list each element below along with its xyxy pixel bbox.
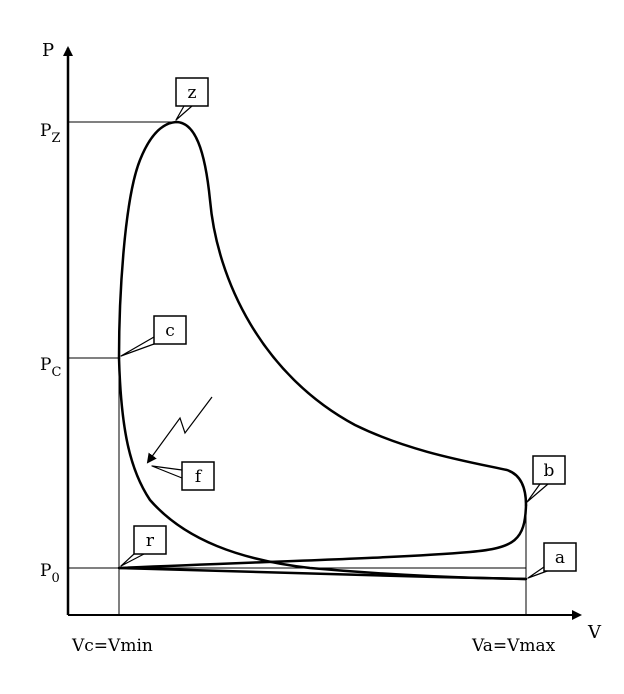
callout-a-label: a [555, 548, 565, 568]
callout-b: b [526, 455, 566, 503]
tick-label-va: Va=Vmax [471, 636, 556, 656]
combustion-curve [117, 120, 528, 507]
callout-z: z [175, 77, 209, 121]
callout-b-pointer [526, 483, 549, 503]
callout-f: f [151, 461, 215, 491]
callout-b-box [532, 455, 566, 485]
tick-label-pz: PZ [40, 121, 61, 146]
callout-c-box [153, 315, 187, 345]
volume-tick-labels: Vc=Vmin Va=Vmax [71, 636, 556, 656]
callout-c-pointer [120, 336, 155, 357]
cycle-curves [117, 120, 528, 581]
axes: P V [42, 40, 602, 643]
y-axis-label: P [42, 40, 54, 61]
callout-r-pointer [120, 553, 145, 567]
callout-r-box [133, 525, 167, 555]
callout-b-label: b [544, 461, 555, 481]
pressure-tick-labels: PZ PC P0 [40, 121, 61, 586]
callout-z-label: z [188, 83, 197, 103]
spark-zigzag [146, 396, 213, 464]
callout-a: a [527, 542, 577, 579]
callout-r: r [120, 525, 167, 567]
tick-label-vc: Vc=Vmin [71, 636, 153, 656]
blowdown-curve [117, 503, 528, 570]
compression-curve [117, 356, 528, 581]
callout-r-label: r [146, 531, 155, 551]
exhaust-intake-line [117, 566, 528, 581]
callout-f-box [181, 461, 215, 491]
callout-a-box [543, 542, 577, 572]
callout-f-label: f [195, 467, 203, 487]
callout-c: c [120, 315, 187, 357]
callout-z-box [175, 77, 209, 107]
callout-z-pointer [175, 105, 193, 121]
x-axis-label: V [587, 622, 602, 643]
callout-f-pointer [151, 465, 183, 479]
spark-symbol [146, 396, 213, 464]
tick-label-p0: P0 [40, 561, 60, 586]
tick-label-pc: PC [40, 355, 61, 380]
callout-c-label: c [165, 321, 175, 341]
